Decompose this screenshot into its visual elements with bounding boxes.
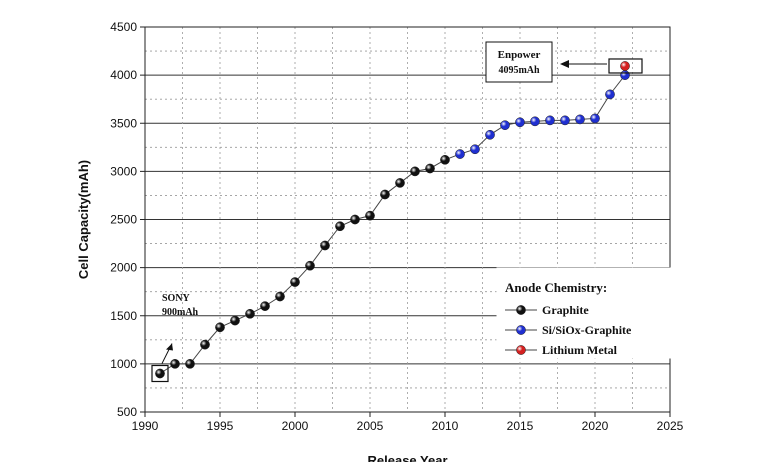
x-tick-label-2020: 2020	[582, 419, 609, 433]
point-graphite-1993	[185, 359, 195, 369]
point-si-siox-graphite-2015	[515, 117, 525, 128]
point-graphite-2001	[305, 260, 315, 271]
point-graphite-2003	[335, 221, 345, 232]
legend-items: Graphite Si/SiOx-Graphite Lithium Metal	[505, 303, 632, 357]
point-graphite-2002	[320, 240, 330, 251]
x-tick-label-2025: 2025	[657, 419, 684, 433]
point-si-siox-graphite-2018	[560, 115, 570, 126]
x-axis-title: Release Year	[368, 453, 448, 462]
sony-arrowhead	[166, 343, 173, 351]
legend-title: Anode Chemistry:	[505, 280, 607, 295]
point-si-siox-graphite-2022	[620, 70, 630, 80]
point-graphite-2008	[410, 166, 420, 177]
y-tick-label-4000: 4000	[110, 68, 137, 82]
y-tick-label-4500: 4500	[110, 20, 137, 34]
point-graphite-2006	[380, 189, 390, 200]
enpower-label-line-0: Enpower	[498, 49, 541, 61]
point-graphite-1991	[155, 368, 165, 379]
point-graphite-1996	[230, 315, 240, 326]
legend: Anode Chemistry: Graphite Si/SiOx-Graphit…	[496, 267, 671, 359]
point-graphite-2009	[425, 163, 435, 174]
point-si-siox-graphite-2017	[545, 115, 555, 126]
series-layer	[155, 61, 630, 379]
sony-label-line-0: SONY	[162, 293, 191, 304]
y-axis-title: Cell Capacity(mAh)	[76, 160, 91, 279]
sony-label-line-1: 900mAh	[162, 307, 199, 318]
point-si-siox-graphite-2012	[470, 144, 480, 155]
legend-label-lithium-metal: Lithium Metal	[542, 343, 618, 357]
y-tick-label-1500: 1500	[110, 309, 137, 323]
enpower-label-box	[485, 41, 553, 83]
point-lithium-metal-2022	[620, 61, 630, 71]
legend-label-graphite: Graphite	[542, 303, 589, 317]
y-tick-label-2500: 2500	[110, 213, 137, 227]
x-tick-label-2000: 2000	[282, 419, 309, 433]
enpower-label-line-1: 4095mAh	[498, 65, 540, 76]
y-tick-label-2000: 2000	[110, 261, 137, 275]
sony-highlight-box	[151, 364, 169, 383]
point-si-siox-graphite-2014	[500, 120, 510, 131]
annotation-layer: SONY 900mAh Enpower 4095mAh	[151, 41, 643, 383]
axes: 1990 1995 2000 2005 2010 2015 2020 2025 500 1000 1…	[110, 20, 683, 433]
y-tick-label-3000: 3000	[110, 164, 137, 178]
point-graphite-1999	[275, 291, 285, 302]
point-graphite-2007	[395, 178, 405, 188]
point-graphite-1998	[260, 301, 270, 311]
point-graphite-1994	[200, 339, 210, 350]
legend-box	[496, 267, 671, 359]
legend-label-si-siox-graphite: Si/SiOx-Graphite	[542, 323, 632, 337]
x-tick-label-1995: 1995	[207, 419, 234, 433]
point-graphite-1995	[215, 322, 225, 333]
enpower-highlight-box	[608, 58, 643, 74]
point-graphite-1997	[245, 308, 255, 319]
y-tick-label-500: 500	[117, 405, 137, 419]
x-tick-label-1990: 1990	[132, 419, 159, 433]
point-si-siox-graphite-2013	[485, 129, 495, 140]
point-si-siox-graphite-2011	[455, 149, 465, 159]
legend-marker-lithium-metal	[516, 345, 526, 355]
point-graphite-1992	[170, 359, 180, 369]
x-tick-label-2010: 2010	[432, 419, 459, 433]
point-si-siox-graphite-2021	[605, 89, 615, 100]
point-si-siox-graphite-2019	[575, 114, 585, 125]
point-graphite-2000	[290, 277, 300, 287]
point-graphite-2004	[350, 214, 360, 225]
point-si-siox-graphite-2020	[590, 113, 600, 124]
point-graphite-2010	[440, 154, 450, 165]
point-graphite-2005	[365, 210, 375, 221]
y-tick-label-1000: 1000	[110, 357, 137, 371]
x-tick-label-2005: 2005	[357, 419, 384, 433]
legend-marker-si-siox-graphite	[516, 325, 526, 335]
legend-marker-graphite	[516, 305, 526, 315]
x-tick-label-2015: 2015	[507, 419, 534, 433]
point-si-siox-graphite-2016	[530, 116, 540, 127]
enpower-arrowhead	[560, 59, 569, 68]
y-tick-label-3500: 3500	[110, 116, 137, 130]
